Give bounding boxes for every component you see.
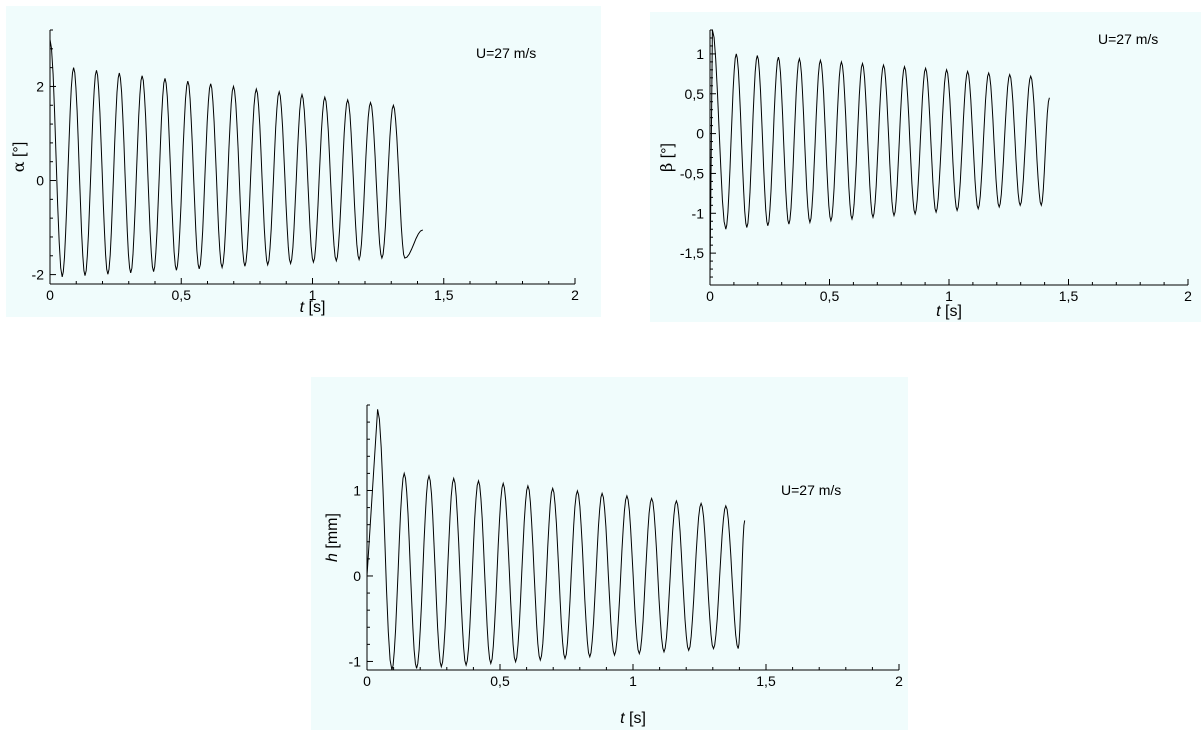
alpha-y-tick-label: -2 [32,267,45,283]
alpha-chart-panel: 0 0,5 1 1,5 2 -2 0 2 t [s] α [°] U=27 m/s [6,6,601,317]
alpha-x-tick-label: 0 [46,287,54,303]
h-x-tick-label: 0 [363,673,371,689]
beta-chart: 0 0,5 1 1,5 2-1,5-1-0,500,51t [s]β [°]U=27 m… [657,29,1192,320]
h-annotation: U=27 m/s [781,482,841,498]
h-y-tick-label: 1 [353,482,361,498]
h-series-line [366,409,746,671]
alpha-x-tick-label: 2 [571,287,579,303]
alpha-x-axis-label: t [s] [300,299,326,316]
beta-y-tick-label: -1,5 [680,245,704,261]
beta-y-tick-label: 0 [696,126,704,142]
h-x-axis-label: t [s] [620,710,646,727]
beta-x-tick-label: 0 [706,288,714,304]
h-x-tick-label: 0,5 [490,673,510,689]
h-y-tick-label: -1 [349,653,362,669]
beta-chart-panel: 0 0,5 1 1,5 2 -1,5 -1 -0,5 0 0,5 1 t [s] β [°] U=27 m… [650,12,1201,322]
alpha-x-tick-label: 1,5 [434,287,454,303]
beta-series-line [709,29,1050,278]
beta-x-tick-label: 2 [1184,288,1192,304]
beta-x-tick-label: 1 [945,288,953,304]
h-x-tick-label: 1 [629,673,637,689]
beta-annotation: U=27 m/s [1098,31,1158,47]
alpha-y-tick-label: 0 [36,173,44,189]
beta-y-tick-label: 0,5 [685,86,705,102]
h-x-tick-label: 2 [895,673,903,689]
beta-x-tick-label: 0,5 [820,288,840,304]
alpha-series-line [49,39,424,278]
h-x-tick-label: 1,5 [756,673,776,689]
beta-x-tick-label: 1,5 [1059,288,1079,304]
alpha-x-tick-label: 0,5 [172,287,192,303]
beta-y-tick-label: -1 [692,205,705,221]
h-chart-panel: 0 0,5 1 1,5 2 -1 0 1 t [s] h [mm] U=27 m/s [311,377,908,730]
beta-y-tick-label: -0,5 [680,165,704,181]
h-y-tick-label: 0 [353,568,361,584]
h-y-axis-label: h [mm] [324,513,341,562]
beta-y-tick-label: 1 [696,46,704,62]
alpha-annotation: U=27 m/s [476,45,536,61]
alpha-x-tick-label: 1 [309,287,317,303]
beta-y-axis-label: β [°] [657,143,676,172]
alpha-y-tick-label: 2 [36,78,44,94]
alpha-y-axis-label: α [°] [9,142,28,173]
beta-x-axis-label: t [s] [936,303,962,320]
